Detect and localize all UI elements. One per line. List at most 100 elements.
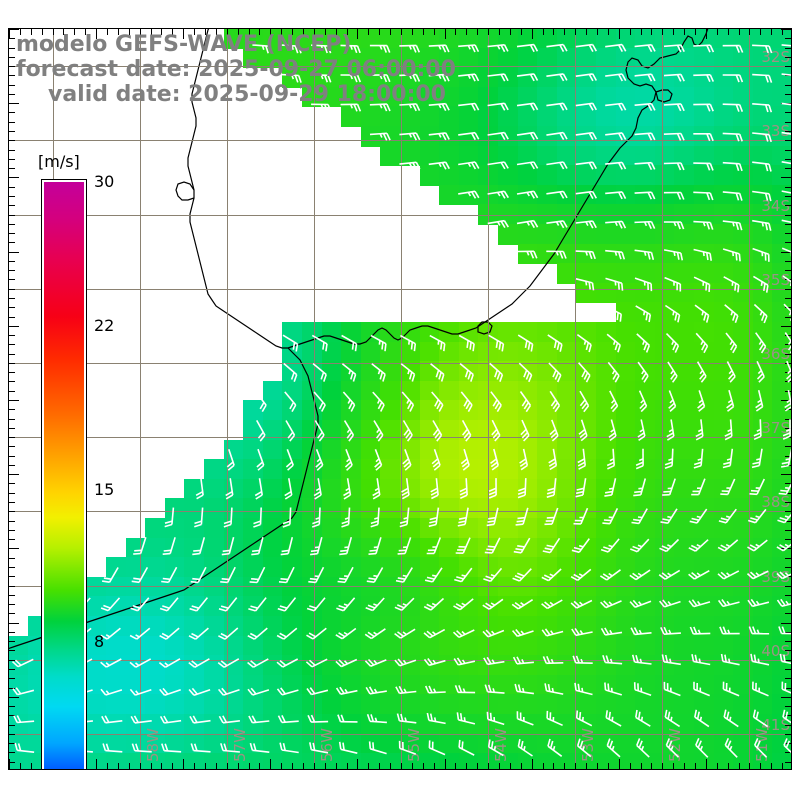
barb-full (222, 715, 228, 723)
barb-full (735, 74, 740, 83)
barb-half (578, 573, 584, 577)
barb-half (373, 660, 378, 665)
wind-barb (786, 360, 792, 383)
wind-barb (338, 741, 358, 754)
barb-half (551, 687, 554, 693)
barb-full (102, 743, 107, 751)
raster-cell (419, 106, 441, 127)
barb-full (726, 740, 732, 748)
wind-barb (776, 542, 792, 552)
barb-full (559, 44, 565, 52)
barb-full (722, 464, 731, 469)
raster-cell (380, 439, 401, 461)
wind-barb (488, 334, 505, 352)
barb-full (562, 161, 568, 169)
wind-barb (599, 569, 621, 581)
raster-cell (380, 498, 401, 519)
barb-full (647, 162, 653, 171)
barb-full (604, 627, 610, 635)
barb-shaft (781, 161, 792, 165)
wind-barb (548, 448, 558, 471)
barb-full (353, 104, 358, 112)
barb-full (724, 654, 727, 663)
raster-cell (302, 28, 323, 49)
raster-cell (537, 439, 558, 461)
barb-full (379, 371, 384, 380)
barb-full (223, 520, 232, 525)
wind-barb (159, 715, 182, 724)
barb-half (641, 745, 645, 751)
barb-shaft (318, 507, 321, 525)
barb-full (386, 132, 391, 141)
barb-full (621, 283, 624, 291)
barb-half (700, 340, 704, 346)
raster-cell (635, 145, 656, 167)
wind-barb-overlay (11, 43, 792, 758)
raster-cell (635, 400, 656, 421)
barb-full (440, 342, 443, 350)
raster-cell (694, 47, 715, 69)
wind-barb (541, 599, 563, 610)
barb-full (250, 605, 258, 609)
barb-half (637, 572, 643, 577)
barb-shaft (108, 567, 119, 583)
barb-half (552, 745, 556, 751)
raster-cell (635, 459, 656, 480)
barb-shaft (256, 566, 266, 583)
raster-cell (439, 145, 460, 167)
raster-cell (106, 557, 127, 578)
wind-barb (781, 681, 792, 695)
barb-full (617, 74, 624, 82)
barb-full (777, 519, 785, 524)
barb-full (752, 626, 757, 634)
barb-full (680, 221, 685, 230)
barb-full (608, 711, 611, 720)
barb-full (764, 193, 769, 201)
barb-shaft (671, 448, 674, 466)
barb-full (352, 374, 357, 382)
wind-barb (747, 598, 770, 608)
colorbar-tick-22: 22 (94, 316, 115, 335)
wind-barb (218, 715, 240, 724)
raster-cell (615, 282, 637, 304)
wind-barb (429, 334, 446, 352)
barb-half (404, 717, 407, 722)
raster-cell (615, 47, 637, 69)
barb-full (525, 372, 530, 380)
barb-full (647, 251, 651, 260)
barb-full (309, 577, 318, 581)
barb-full (196, 494, 204, 500)
barb-full (290, 372, 295, 380)
wind-barb (578, 362, 591, 383)
barb-full (617, 251, 622, 260)
barb-full (552, 369, 557, 378)
raster-cell (223, 498, 245, 519)
raster-cell (596, 86, 617, 108)
raster-cell (419, 322, 441, 343)
barb-full (218, 715, 224, 724)
barb-full (132, 604, 141, 609)
barb-full (282, 520, 291, 525)
barb-full (382, 74, 388, 83)
wind-barb (752, 132, 772, 143)
wind-barb (280, 537, 294, 556)
barb-full (720, 517, 729, 521)
barb-shaft (782, 716, 792, 725)
wind-barb (487, 44, 509, 53)
wind-barb (428, 161, 450, 170)
barb-half (728, 658, 731, 663)
raster-cell (654, 400, 676, 421)
wind-barb (490, 448, 499, 471)
barb-half (726, 600, 731, 606)
barb-full (474, 44, 480, 53)
raster-cell (439, 498, 460, 519)
barb-shaft (638, 390, 648, 407)
raster-cell (282, 439, 303, 461)
barb-half (667, 600, 672, 606)
raster-cell (576, 439, 597, 461)
barb-full (752, 461, 760, 465)
wind-barb (517, 478, 527, 499)
barb-full (720, 544, 728, 550)
wind-barb (602, 508, 619, 525)
wind-barb (575, 250, 596, 260)
